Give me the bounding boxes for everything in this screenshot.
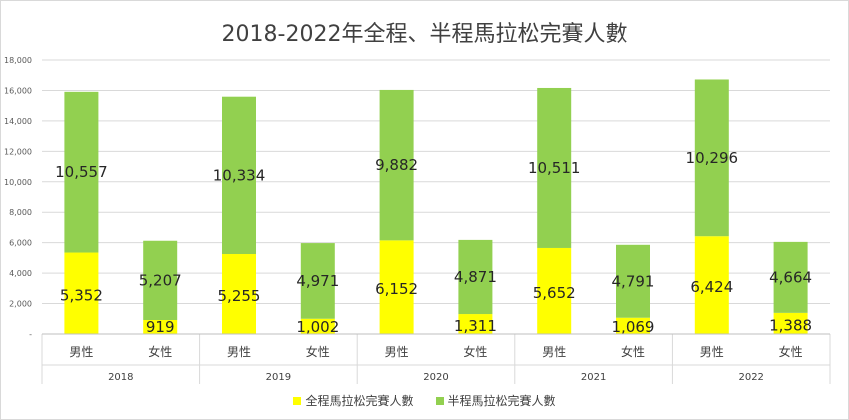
x-group-label: 2022 <box>738 372 763 383</box>
bar-half-marathon <box>694 79 729 237</box>
bar-full-marathon <box>537 247 572 334</box>
data-label-half: 4,664 <box>769 268 812 286</box>
data-label-half: 4,791 <box>612 272 655 290</box>
data-label-full: 5,652 <box>533 284 576 302</box>
x-category-label: 女性 <box>779 344 803 359</box>
y-tick-label: 10,000 <box>4 178 32 187</box>
data-label-full: 5,255 <box>218 287 261 305</box>
bar-full-marathon <box>300 318 335 334</box>
data-label-full: 919 <box>146 318 175 336</box>
x-category-label: 男性 <box>542 345 566 359</box>
chart-legend: 全程馬拉松完賽人數 半程馬拉松完賽人數 <box>0 392 849 409</box>
x-group-label: 2020 <box>423 372 448 383</box>
bar-half-marathon <box>222 96 256 255</box>
legend-item-full-marathon: 全程馬拉松完賽人數 <box>293 392 414 409</box>
x-category-label: 男性 <box>700 345 724 359</box>
bar-half-marathon <box>616 244 650 318</box>
x-group-label: 2018 <box>108 372 133 383</box>
x-group-label: 2019 <box>266 372 291 383</box>
legend-label-half: 半程馬拉松完賽人數 <box>447 394 556 408</box>
legend-label-full: 全程馬拉松完賽人數 <box>305 394 414 408</box>
y-tick-label: 6,000 <box>9 239 32 248</box>
data-label-half: 10,296 <box>686 149 739 167</box>
x-category-label: 男性 <box>385 345 409 359</box>
bar-half-marathon <box>773 241 808 313</box>
data-label-full: 6,152 <box>375 280 418 298</box>
bar-full-marathon <box>64 252 99 334</box>
data-label-half: 9,882 <box>375 156 418 174</box>
x-category-label: 男性 <box>227 345 251 359</box>
data-label-half: 10,334 <box>213 166 266 184</box>
y-tick-label: 18,000 <box>4 56 32 65</box>
x-category-label: 女性 <box>621 344 645 359</box>
data-label-full: 1,002 <box>296 318 339 336</box>
bar-full-marathon <box>143 320 178 334</box>
data-label-full: 1,311 <box>454 317 497 335</box>
x-category-label: 男性 <box>69 345 93 359</box>
bar-half-marathon <box>143 240 178 321</box>
data-label-half: 4,971 <box>296 272 339 290</box>
data-label-full: 1,069 <box>612 318 655 336</box>
bar-half-marathon <box>537 87 572 248</box>
bar-full-marathon <box>694 236 729 334</box>
y-tick-label: 8,000 <box>9 208 32 217</box>
legend-swatch-full <box>293 396 302 405</box>
y-tick-label: 16,000 <box>4 86 32 95</box>
legend-item-half-marathon: 半程馬拉松完賽人數 <box>435 392 556 409</box>
legend-swatch-half <box>435 396 444 405</box>
data-label-half: 10,511 <box>528 159 581 177</box>
data-label-half: 5,207 <box>139 271 182 289</box>
chart-title: 2018-2022年全程、半程馬拉松完賽人數 <box>221 22 628 47</box>
bar-half-marathon <box>379 89 414 241</box>
data-label-half: 4,871 <box>454 268 497 286</box>
bar-half-marathon <box>300 243 335 319</box>
bar-half-marathon <box>458 239 493 315</box>
bar-half-marathon <box>64 91 99 253</box>
x-group-label: 2021 <box>581 372 606 383</box>
y-tick-label: 12,000 <box>4 147 32 156</box>
data-label-full: 6,424 <box>690 278 733 296</box>
bar-full-marathon <box>773 312 808 334</box>
x-category-label: 女性 <box>306 344 330 359</box>
data-label-full: 1,388 <box>769 316 812 334</box>
data-label-full: 5,352 <box>60 286 103 304</box>
x-category-label: 女性 <box>463 344 487 359</box>
y-tick-label: 2,000 <box>9 300 32 309</box>
bar-full-marathon <box>458 314 493 334</box>
x-category-label: 女性 <box>148 344 172 359</box>
y-tick-label: - <box>29 330 32 339</box>
y-tick-label: 4,000 <box>9 269 32 278</box>
bar-full-marathon <box>616 317 650 334</box>
bar-full-marathon <box>379 240 414 334</box>
bar-full-marathon <box>222 254 256 334</box>
y-tick-label: 14,000 <box>4 117 32 126</box>
data-label-half: 10,557 <box>55 163 108 181</box>
